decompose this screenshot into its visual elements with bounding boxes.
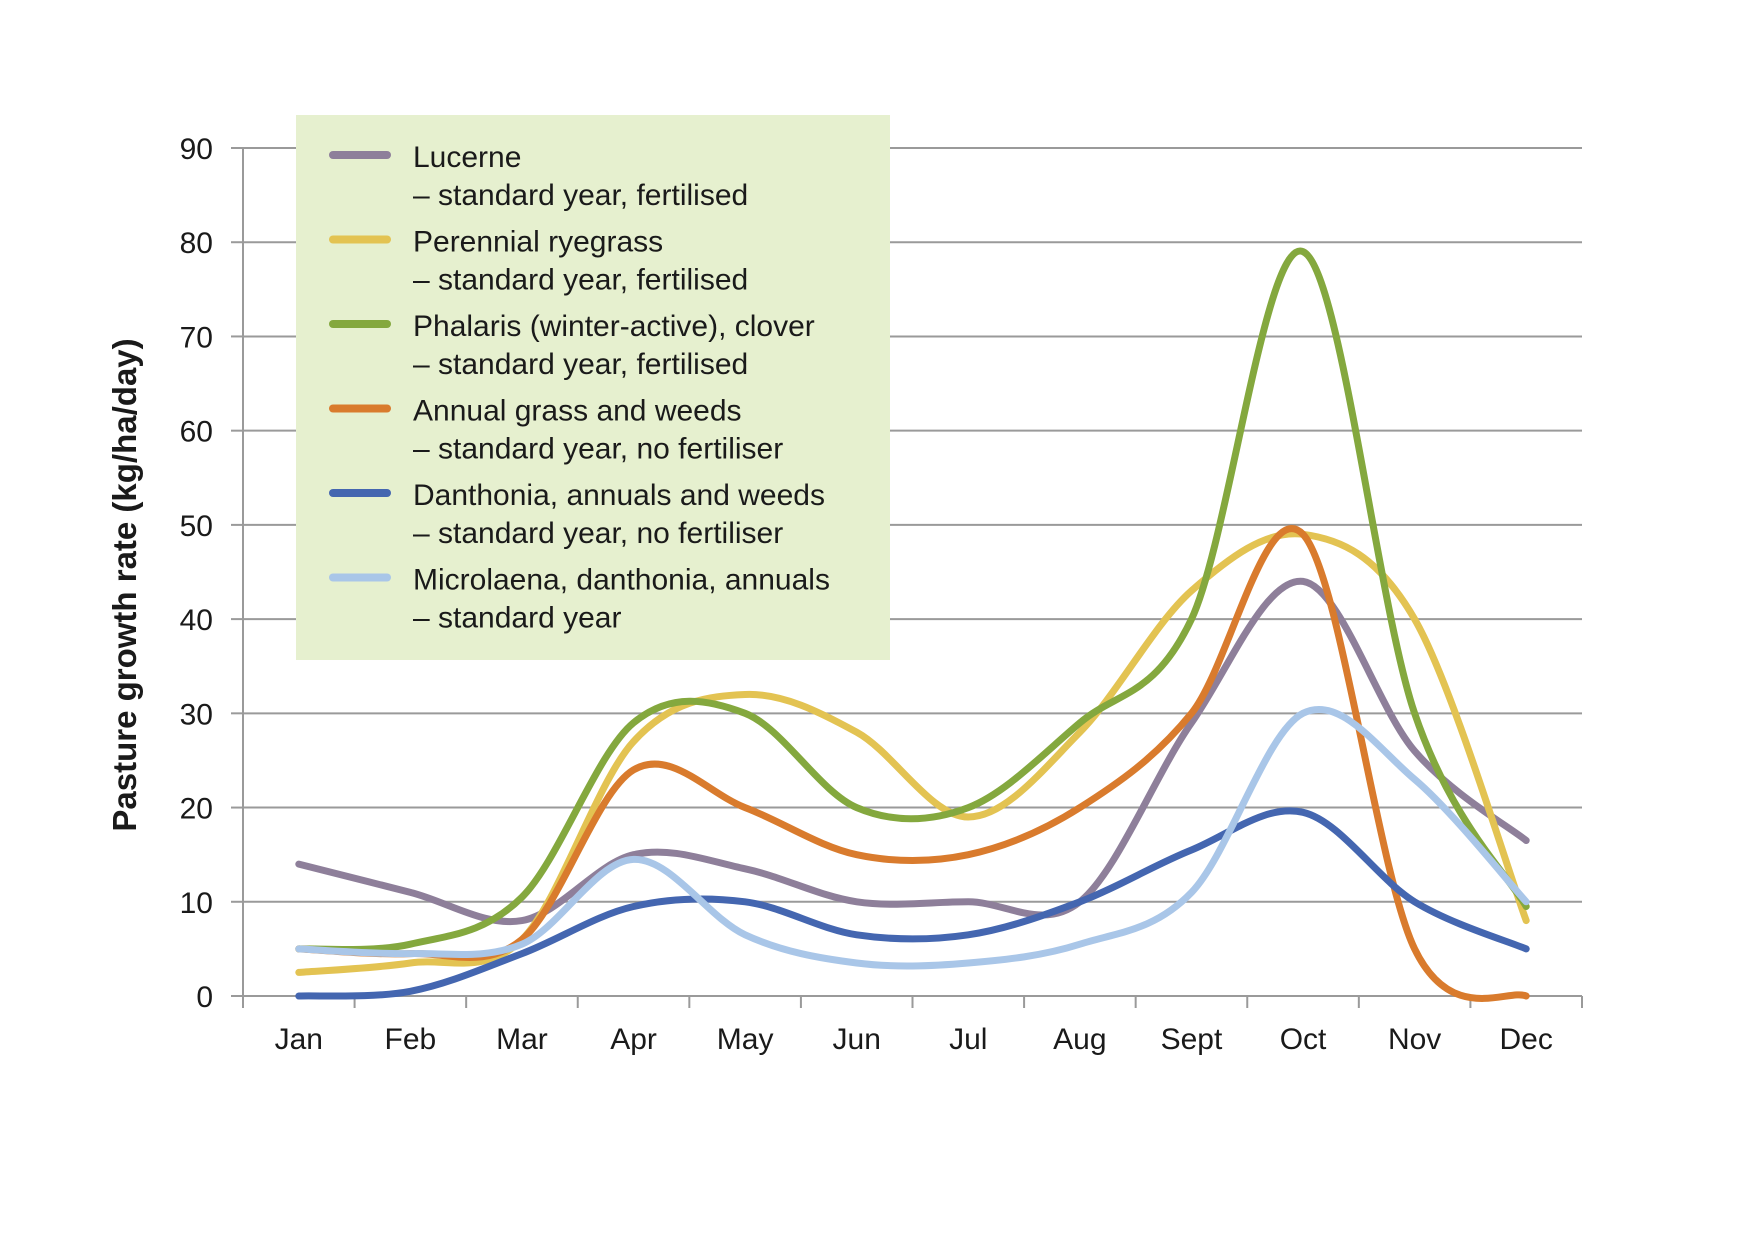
y-axis-label: Pasture growth rate (kg/ha/day) [106, 338, 143, 831]
legend-sublabel: – standard year [413, 602, 621, 635]
y-tick-label: 60 [180, 416, 213, 449]
y-tick-label: 20 [180, 793, 213, 826]
x-tick-label: Oct [1280, 1023, 1327, 1056]
x-tick-label: Aug [1053, 1023, 1106, 1056]
y-tick-label: 10 [180, 887, 213, 920]
legend-label: Danthonia, annuals and weeds [413, 479, 825, 512]
legend-label: Phalaris (winter-active), clover [413, 310, 815, 343]
x-tick-label: Feb [385, 1023, 437, 1056]
y-tick-label: 90 [180, 133, 213, 166]
series-line-microlaena-danthonia-annuals [295, 705, 1530, 970]
legend-label: Annual grass and weeds [413, 395, 742, 428]
legend-sublabel: – standard year, fertilised [413, 348, 748, 381]
x-tick-label: Apr [610, 1023, 657, 1056]
legend-sublabel: – standard year, no fertiliser [413, 433, 783, 466]
y-tick-label: 0 [196, 981, 213, 1014]
legend: Lucerne – standard year, fertilised Perenn… [296, 115, 890, 660]
x-tick-label: Jul [949, 1023, 987, 1056]
series-line-annual-grass-and-weeds [295, 525, 1530, 1002]
legend-label: Lucerne [413, 141, 521, 174]
legend-box [296, 115, 890, 660]
y-tick-label: 70 [180, 321, 213, 354]
series-line-danthonia-annuals-and-weeds [295, 807, 1530, 1000]
x-tick-label: Jun [833, 1023, 881, 1056]
legend-sublabel: – standard year, fertilised [413, 179, 748, 212]
x-tick-label: Jan [275, 1023, 323, 1056]
y-tick-label: 40 [180, 604, 213, 637]
series-lines [295, 247, 1530, 1002]
legend-sublabel: – standard year, fertilised [413, 264, 748, 297]
x-tick-label: Sept [1161, 1023, 1223, 1056]
series-line-lucerne [295, 577, 1530, 926]
x-tick-label: Dec [1500, 1023, 1553, 1056]
x-tick-label: Mar [496, 1023, 548, 1056]
series-line-phalaris-winter-active-clover [295, 247, 1530, 953]
y-tick-label: 80 [180, 227, 213, 260]
legend-label: Microlaena, danthonia, annuals [413, 564, 830, 597]
y-tick-label: 50 [180, 510, 213, 543]
y-tick-label: 30 [180, 698, 213, 731]
axes: 0 10 20 30 40 50 60 70 80 90 Jan Feb Mar Apr May Jun Jul… [180, 133, 1583, 1056]
legend-label: Perennial ryegrass [413, 226, 663, 259]
x-tick-label: May [717, 1023, 774, 1056]
legend-sublabel: – standard year, no fertiliser [413, 517, 783, 550]
x-tick-label: Nov [1388, 1023, 1441, 1056]
